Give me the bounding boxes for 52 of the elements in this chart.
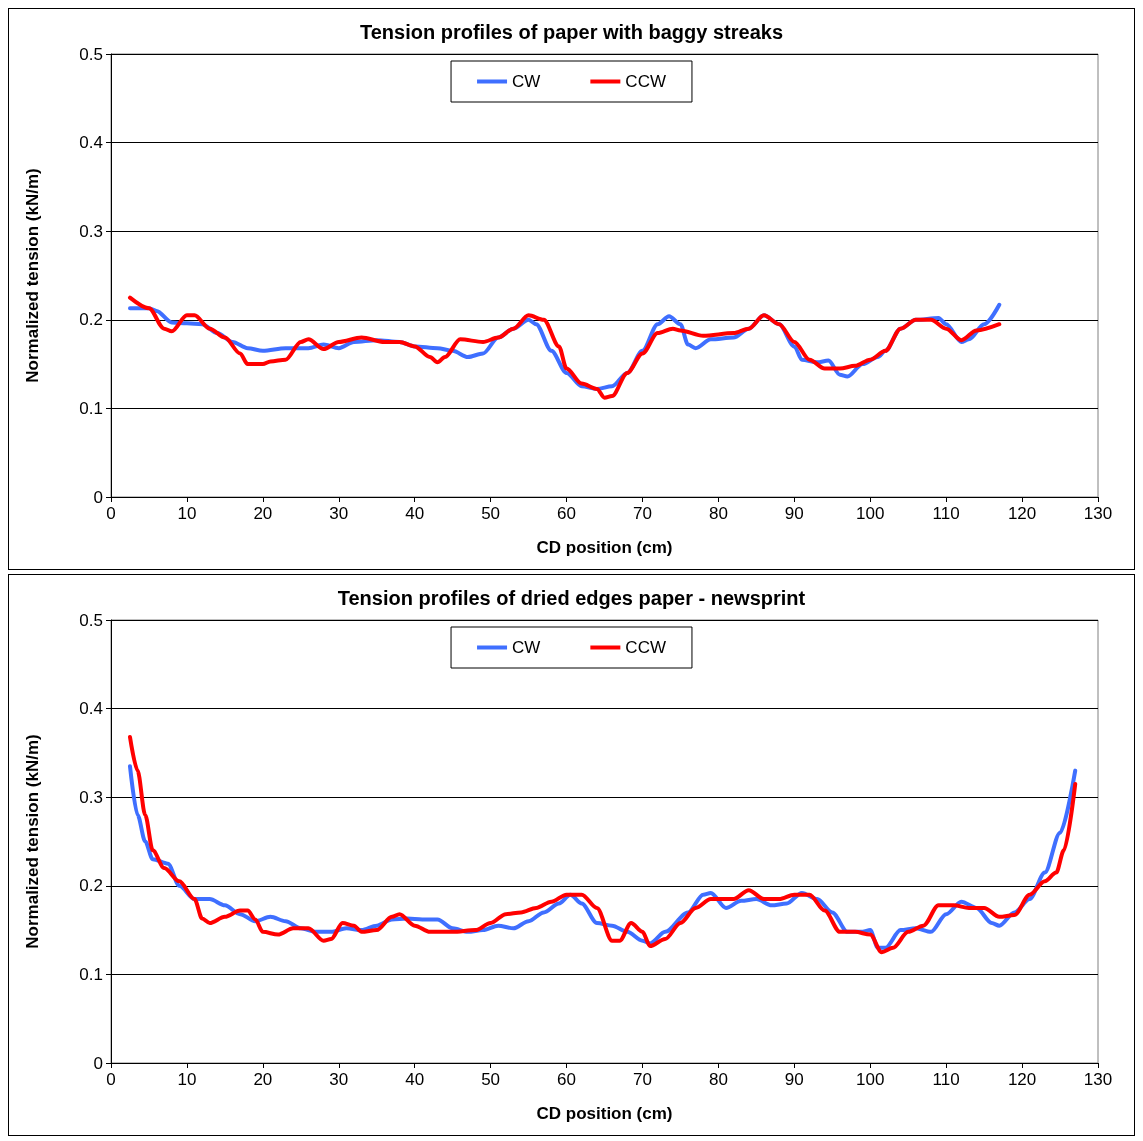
x-tick-label: 20 [253,504,273,523]
x-tick-label: 130 [1083,504,1113,523]
x-tick-label: 110 [932,504,960,523]
y-tick-label: 0.1 [79,398,103,418]
legend-label: CW [512,72,541,91]
line-series [127,734,1078,955]
x-tick-label: 10 [177,1070,197,1089]
x-tick-label: 80 [708,504,728,523]
x-tick-label: 100 [856,504,885,523]
x-tick-label: 50 [481,504,501,523]
x-tick-label: 60 [557,1070,576,1089]
legend-label: CCW [625,72,666,91]
x-tick-label: 60 [557,504,576,523]
x-tick-label: 120 [1007,504,1037,523]
y-axis-title: Normalized tension (kN/m) [23,734,42,949]
y-tick-label: 0.5 [79,44,103,64]
y-axis-title: Normalized tension (kN/m) [23,168,42,383]
y-tick-label: 0.2 [79,876,103,896]
x-tick-label: 50 [481,1070,501,1089]
x-tick-label: 100 [856,1070,885,1089]
x-tick-label: 40 [405,504,425,523]
y-tick-label: 0 [93,487,103,507]
x-tick-label: 110 [932,1070,960,1089]
x-tick-label: 80 [708,1070,728,1089]
y-tick-label: 0.4 [79,699,103,719]
x-tick-label: 10 [177,504,197,523]
y-tick-label: 0.3 [79,787,103,807]
x-tick-label: 90 [784,504,804,523]
x-tick-label: 90 [784,1070,804,1089]
x-tick-label: 20 [253,1070,273,1089]
legend-label: CW [512,638,541,657]
y-tick-label: 0.4 [79,133,103,153]
x-tick-label: 40 [405,1070,425,1089]
x-tick-label: 30 [329,504,349,523]
chart-title: Tension profiles of paper with baggy streaks [359,21,784,43]
line-series [127,295,1002,400]
x-tick-label: 0 [106,504,116,523]
y-tick-label: 0.3 [79,221,103,241]
legend-label: CCW [625,638,666,657]
x-tick-label: 70 [633,1070,652,1089]
y-tick-label: 0.5 [79,610,103,630]
x-tick-label: 0 [106,1070,116,1089]
x-axis-title: CD position (cm) [536,1104,673,1123]
x-tick-label: 130 [1083,1070,1113,1089]
x-tick-label: 30 [329,1070,349,1089]
chart-title: Tension profiles of dried edges paper - newsprint [337,587,806,609]
y-tick-label: 0.2 [79,310,103,330]
y-tick-label: 0 [93,1053,103,1073]
x-tick-label: 70 [633,504,652,523]
x-axis-title: CD position (cm) [536,538,673,557]
y-tick-label: 0.1 [79,964,103,984]
x-tick-label: 120 [1007,1070,1037,1089]
